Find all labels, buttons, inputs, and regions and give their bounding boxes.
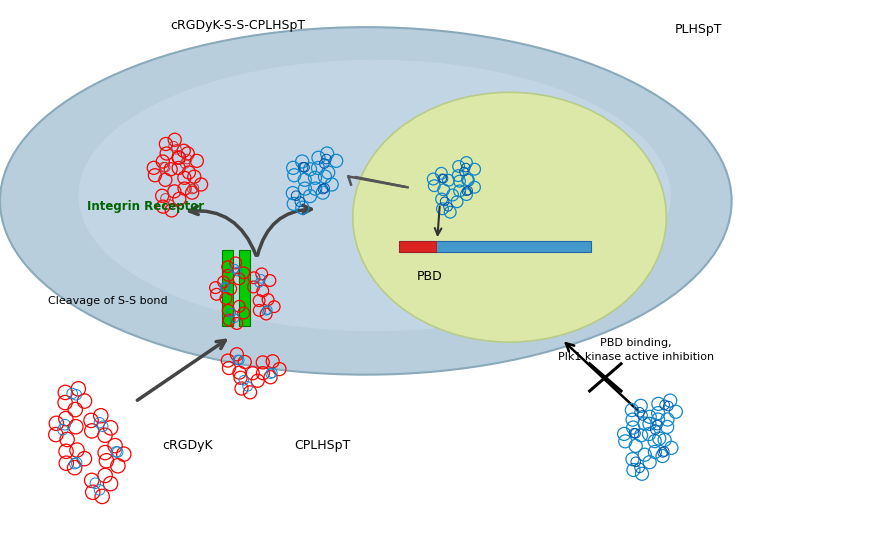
Text: PBD binding,
Plk1 kinase active inhibition: PBD binding, Plk1 kinase active inhibiti…	[557, 338, 714, 362]
Text: CPLHSpT: CPLHSpT	[294, 439, 350, 452]
Ellipse shape	[353, 92, 666, 342]
Bar	[239, 250, 250, 326]
Text: PBD: PBD	[416, 270, 442, 283]
Text: PLHSpT: PLHSpT	[675, 23, 723, 36]
Bar	[399, 241, 436, 252]
Text: cRGDyK: cRGDyK	[162, 439, 213, 452]
Ellipse shape	[0, 27, 732, 375]
Text: Integrin Receptor: Integrin Receptor	[87, 200, 204, 213]
Text: Cleavage of S-S bond: Cleavage of S-S bond	[48, 296, 167, 306]
Bar	[222, 250, 233, 326]
Ellipse shape	[78, 60, 671, 331]
Text: cRGDyK-S-S-CPLHSpT: cRGDyK-S-S-CPLHSpT	[170, 19, 305, 32]
Bar	[399, 241, 591, 252]
